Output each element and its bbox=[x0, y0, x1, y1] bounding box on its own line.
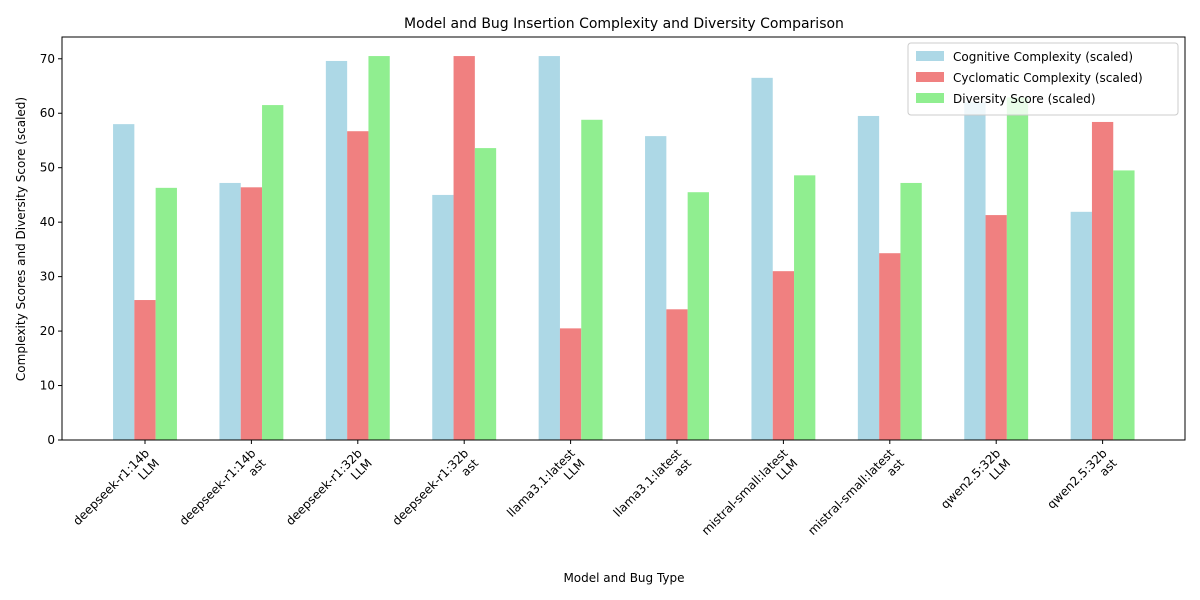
bar bbox=[772, 271, 795, 440]
x-tick-label: deepseek-r1:14bLLM bbox=[70, 446, 162, 538]
x-axis-label: Model and Bug Type bbox=[563, 571, 684, 585]
x-tick-label: mistral-small:latestast bbox=[805, 446, 907, 548]
x-tick-label-text: qwen2.5:32bast bbox=[1044, 446, 1119, 521]
x-tick-label-model: deepseek-r1:14b bbox=[70, 446, 152, 528]
bar bbox=[347, 131, 369, 441]
legend-swatch bbox=[916, 72, 944, 82]
y-tick-label: 20 bbox=[40, 324, 55, 338]
bar bbox=[474, 148, 497, 440]
bar bbox=[666, 309, 688, 440]
bar bbox=[262, 105, 284, 440]
bar bbox=[134, 300, 156, 440]
x-tick-label: deepseek-r1:14bast bbox=[177, 446, 269, 538]
x-tick-label-text: deepseek-r1:32bast bbox=[389, 446, 481, 538]
legend-swatch bbox=[916, 51, 944, 61]
y-tick-label: 50 bbox=[40, 161, 55, 175]
bar bbox=[219, 182, 241, 440]
legend-label: Cognitive Complexity (scaled) bbox=[953, 50, 1133, 64]
x-tick-label-model: mistral-small:latest bbox=[805, 446, 897, 538]
x-tick-label-model: llama3.1:latest bbox=[504, 446, 578, 520]
x-tick-label-model: deepseek-r1:32b bbox=[389, 446, 471, 528]
x-tick-label-text: mistral-small:latestLLM bbox=[699, 446, 801, 548]
legend: Cognitive Complexity (scaled) Cyclomatic … bbox=[907, 42, 1179, 116]
bar bbox=[1006, 97, 1029, 440]
bar bbox=[985, 215, 1007, 440]
x-tick-label-text: llama3.1:latestast bbox=[611, 446, 695, 530]
x-tick-label: llama3.1:latestast bbox=[611, 446, 695, 530]
y-tick-label: 60 bbox=[40, 106, 55, 120]
y-tick-label: 70 bbox=[40, 52, 55, 66]
y-axis-label: Complexity Scores and Diversity Score (s… bbox=[14, 97, 28, 381]
bar bbox=[155, 187, 177, 440]
bar bbox=[794, 175, 816, 440]
x-tick-label: qwen2.5:32bLLM bbox=[938, 446, 1013, 521]
bar bbox=[581, 119, 603, 440]
x-tick-label-model: deepseek-r1:32b bbox=[283, 446, 365, 528]
bar bbox=[113, 124, 135, 440]
x-tick-label-model: llama3.1:latest bbox=[611, 446, 685, 520]
bar bbox=[964, 102, 986, 440]
x-tick-label-text: deepseek-r1:14bLLM bbox=[70, 446, 162, 538]
bar bbox=[432, 194, 454, 440]
bar bbox=[1070, 211, 1092, 440]
y-tick-label: 0 bbox=[47, 433, 55, 447]
bar bbox=[368, 56, 390, 440]
bar bbox=[538, 56, 560, 440]
x-tick-label: deepseek-r1:32bLLM bbox=[283, 446, 375, 538]
x-tick-label: llama3.1:latestLLM bbox=[504, 446, 588, 530]
x-tick-label-text: qwen2.5:32bLLM bbox=[938, 446, 1013, 521]
bar bbox=[325, 60, 348, 441]
bar bbox=[1113, 170, 1135, 441]
y-tick-label: 10 bbox=[40, 379, 55, 393]
bar bbox=[1091, 121, 1114, 440]
chart-title: Model and Bug Insertion Complexity and D… bbox=[404, 16, 844, 32]
bar bbox=[559, 328, 582, 440]
bar bbox=[900, 182, 922, 440]
x-tick-label-text: deepseek-r1:14bast bbox=[177, 446, 269, 538]
bars-layer bbox=[113, 56, 1135, 441]
bar bbox=[687, 192, 709, 440]
bar bbox=[240, 187, 263, 440]
x-tick-label-text: deepseek-r1:32bLLM bbox=[283, 446, 375, 538]
legend-label: Diversity Score (scaled) bbox=[953, 92, 1096, 106]
bar bbox=[645, 136, 667, 440]
x-tick-label: deepseek-r1:32bast bbox=[389, 446, 481, 538]
bar bbox=[879, 253, 901, 440]
bar bbox=[857, 115, 880, 440]
bar bbox=[453, 56, 475, 440]
legend-label: Cyclomatic Complexity (scaled) bbox=[953, 71, 1143, 85]
x-tick-label-text: llama3.1:latestLLM bbox=[504, 446, 588, 530]
y-tick-label: 40 bbox=[40, 215, 55, 229]
x-tick-label-text: mistral-small:latestast bbox=[805, 446, 907, 548]
x-tick-label-model: qwen2.5:32b bbox=[1044, 446, 1109, 511]
x-tick-label: qwen2.5:32bast bbox=[1044, 446, 1119, 521]
x-tick-label-model: deepseek-r1:14b bbox=[177, 446, 259, 528]
legend-swatch bbox=[916, 93, 944, 103]
x-tick-label-model: mistral-small:latest bbox=[699, 446, 791, 538]
x-tick-label: mistral-small:latestLLM bbox=[699, 446, 801, 548]
bar bbox=[751, 77, 773, 440]
legend-box bbox=[907, 42, 1179, 116]
plot-frame bbox=[61, 36, 1186, 441]
y-tick-label: 30 bbox=[40, 270, 55, 284]
